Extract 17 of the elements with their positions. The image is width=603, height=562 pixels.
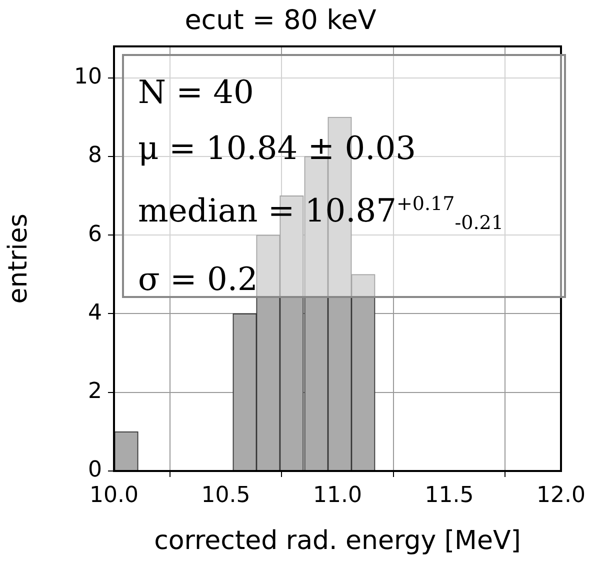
annotation: σ = 0.2 <box>138 259 259 300</box>
y-tick-label: 2 <box>88 379 102 404</box>
x-tick-label: 11.5 <box>424 482 474 508</box>
y-tick-label: 10 <box>74 64 102 90</box>
annotation: μ = 10.84 ± 0.03 <box>138 128 417 169</box>
x-tick-label: 11.0 <box>313 482 362 508</box>
y-tick-label: 4 <box>88 300 102 326</box>
x-axis-title: corrected rad. energy [MeV] <box>154 526 521 556</box>
x-tick-label: 10.0 <box>90 482 138 508</box>
y-axis-title: entries <box>3 214 34 304</box>
annotation: N = 40 <box>138 72 255 113</box>
y-tick-label: 0 <box>88 458 102 483</box>
x-tick-label: 10.5 <box>201 482 250 508</box>
y-tick-label: 8 <box>88 143 102 168</box>
x-tick-label: 12.0 <box>536 482 586 508</box>
y-tick-label: 6 <box>88 222 102 247</box>
chart-title: ecut = 80 keV <box>184 5 377 36</box>
